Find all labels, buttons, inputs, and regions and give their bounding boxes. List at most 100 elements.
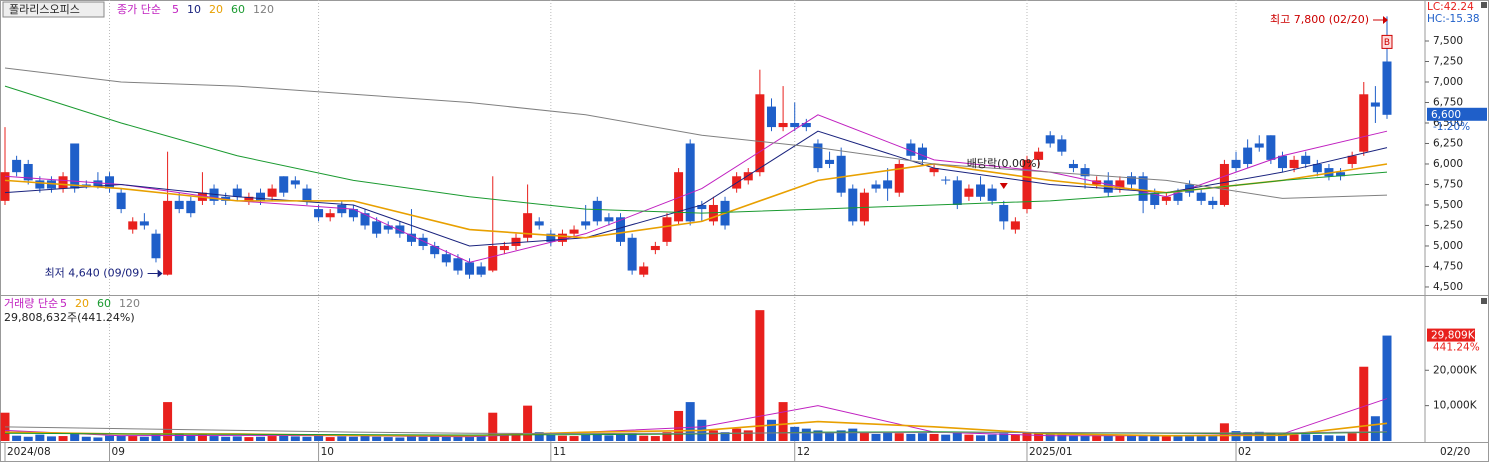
- volume-bar: [348, 436, 358, 441]
- volume-bar: [116, 435, 126, 441]
- volume-bar: [128, 436, 138, 441]
- y-tick-label: 7,500: [1433, 35, 1463, 47]
- signal-box: [1381, 34, 1393, 49]
- candle-body: [976, 184, 986, 197]
- pane-button[interactable]: [1481, 298, 1487, 304]
- pane-button[interactable]: [1481, 2, 1487, 8]
- candle-body: [244, 196, 254, 201]
- candle-body: [790, 122, 800, 128]
- candle-body: [534, 221, 544, 226]
- volume-bar: [755, 310, 765, 441]
- candle-body: [488, 245, 498, 271]
- candle-body: [35, 180, 45, 189]
- candle-body: [1173, 192, 1183, 201]
- y-tick-label: 6,500: [1433, 117, 1463, 129]
- candle-body: [1057, 139, 1067, 152]
- volume-bar: [221, 436, 231, 441]
- volume-bar: [1150, 435, 1160, 441]
- volume-bar: [197, 434, 207, 441]
- candle-body: [499, 245, 509, 251]
- candle-body: [337, 204, 347, 214]
- y-tick-label: 4,500: [1433, 281, 1463, 293]
- volume-bar: [534, 432, 544, 441]
- volume-bar: [1243, 432, 1253, 441]
- volume-bar: [766, 419, 776, 441]
- candle-body: [1301, 155, 1311, 164]
- volume-bar: [1382, 335, 1392, 441]
- volume-bar: [1022, 432, 1032, 441]
- hc-label: HC:-15.38: [1427, 13, 1480, 25]
- candle-body: [685, 143, 695, 222]
- volume-bar: [1010, 434, 1020, 441]
- candle-body: [883, 180, 893, 189]
- candle-body: [348, 209, 358, 218]
- volume-ma-legend: 60: [97, 297, 111, 310]
- last-date: 02/20: [1440, 446, 1470, 458]
- volume-bar: [616, 434, 626, 441]
- volume-bar: [70, 433, 80, 441]
- volume-bar: [999, 433, 1009, 441]
- volume-bar: [441, 435, 451, 441]
- candle-body: [116, 192, 126, 210]
- low-arrowhead: [157, 269, 163, 278]
- y-tick-label: 5,000: [1433, 240, 1463, 252]
- volume-bar: [105, 435, 115, 441]
- candle-body: [546, 233, 556, 242]
- volume-bar: [93, 437, 103, 441]
- volume-bar: [1254, 431, 1264, 441]
- candle-body: [1243, 147, 1253, 164]
- candle-body: [662, 217, 672, 242]
- y-tick-label: 7,000: [1433, 76, 1463, 88]
- candle-body: [941, 179, 951, 181]
- candle-body: [627, 237, 637, 271]
- volume-bar: [499, 434, 509, 441]
- volume-bar: [871, 433, 881, 441]
- ma-line: [4, 85, 1388, 214]
- volume-bar: [964, 434, 974, 441]
- candle-body: [929, 168, 939, 173]
- volume-bar: [81, 436, 91, 441]
- candle-body: [186, 200, 196, 214]
- candle-body: [418, 237, 428, 246]
- high-arrowhead: [1383, 16, 1388, 24]
- volume-bar: [395, 437, 405, 441]
- candle-body: [58, 176, 68, 189]
- title-box[interactable]: [2, 1, 105, 18]
- volume-bar: [708, 430, 718, 441]
- volume-bar: [557, 435, 567, 441]
- volume-bar: [1336, 435, 1346, 441]
- candle-body: [1312, 163, 1322, 173]
- volume-bar: [801, 428, 811, 441]
- volume-bar: [720, 432, 730, 441]
- volume-bar: [743, 430, 753, 441]
- volume-bar: [302, 436, 312, 441]
- candle-body: [813, 143, 823, 169]
- volume-bar: [1092, 434, 1102, 441]
- volume-bar: [267, 436, 277, 441]
- volume-bar: [906, 433, 916, 441]
- volume-bar: [255, 436, 265, 441]
- candle-body: [964, 188, 974, 197]
- candle-body: [279, 176, 289, 193]
- volume-bar: [1324, 435, 1334, 441]
- candle-body: [766, 106, 776, 128]
- candle-body: [1196, 192, 1206, 201]
- candle-body: [1231, 159, 1241, 169]
- candle-body: [674, 172, 684, 222]
- candle-body: [581, 221, 591, 226]
- candle-body: [906, 143, 916, 156]
- dividend-label: 배당락(0.00%): [967, 157, 1041, 170]
- candle-body: [0, 172, 10, 201]
- volume-bar: [314, 436, 324, 441]
- chart-title: 폴라리스오피스: [9, 3, 80, 16]
- candle-body: [1254, 143, 1264, 148]
- y-tick-label: 4,750: [1433, 260, 1463, 272]
- volume-bar: [1185, 435, 1195, 441]
- candle-body: [557, 233, 567, 242]
- dividend-marker: [999, 183, 1008, 189]
- volume-bar: [1219, 423, 1229, 441]
- volume-bar: [430, 436, 440, 441]
- candle-body: [743, 172, 753, 181]
- volume-bar: [1359, 366, 1369, 441]
- volume-bar: [569, 436, 579, 441]
